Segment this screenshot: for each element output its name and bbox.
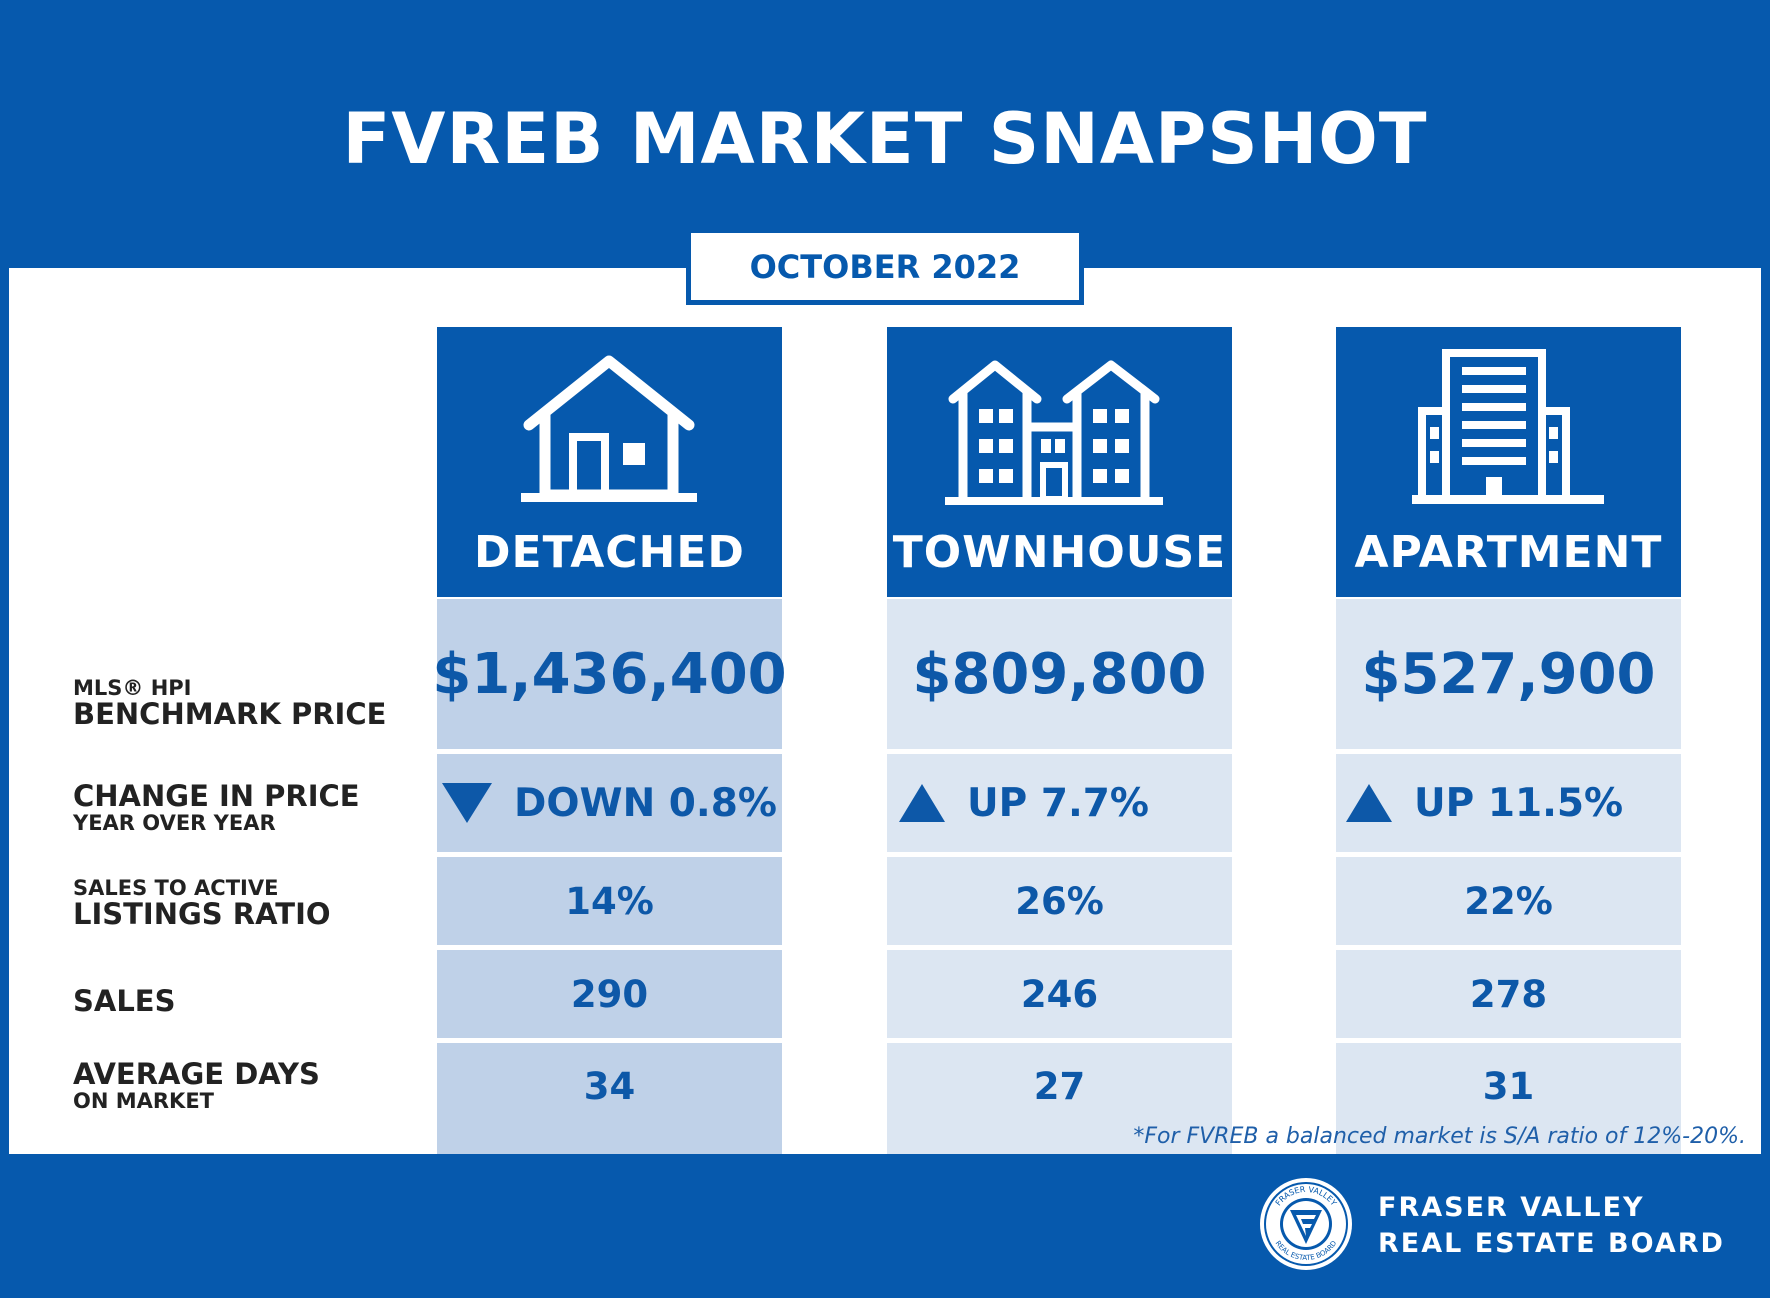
sales-ratio: 26% [887, 857, 1232, 945]
apartment-building-icon [1412, 349, 1604, 504]
column-townhouse: TOWNHOUSE $809,800 UP 7.7% 26% 246 27 [887, 327, 1232, 1154]
benchmark-price: $809,800 [887, 599, 1232, 749]
column-header: APARTMENT [1336, 327, 1681, 597]
label-benchmark-large: BENCHMARK PRICE [73, 697, 387, 731]
footnote: *For FVREB a balanced market is S/A rati… [1133, 1124, 1746, 1149]
fvreb-logo-icon: FRASER VALLEY REAL ESTATE BOARD [1260, 1178, 1352, 1270]
column-title: TOWNHOUSE [892, 527, 1227, 578]
average-days: 31 [1336, 1043, 1681, 1154]
label-sales: SALES [73, 986, 176, 1017]
label-change-large: CHANGE IN PRICE [73, 779, 360, 813]
label-days-small: ON MARKET [73, 1089, 215, 1113]
footer-line-1: FRASER VALLEY [1378, 1192, 1645, 1223]
label-change-small: YEAR OVER YEAR [73, 811, 276, 835]
sales-ratio: 22% [1336, 857, 1681, 945]
column-title: APARTMENT [1354, 527, 1663, 578]
benchmark-price: $527,900 [1336, 599, 1681, 749]
label-sales-text: SALES [73, 984, 176, 1018]
price-change-text: DOWN 0.8% [514, 780, 777, 826]
label-sales-ratio: SALES TO ACTIVE LISTINGS RATIO [73, 877, 331, 930]
sales-count: 246 [887, 950, 1232, 1038]
column-title: DETACHED [474, 527, 745, 578]
arrow-down-icon [442, 783, 493, 823]
arrow-up-icon [899, 784, 945, 822]
price-change: UP 7.7% [887, 754, 1232, 852]
column-detached: DETACHED $1,436,400 DOWN 0.8% 14% 290 34 [432, 327, 787, 1154]
sales-ratio: 14% [437, 857, 782, 945]
footer-org-name: FRASER VALLEY REAL ESTATE BOARD [1378, 1190, 1725, 1262]
price-change: DOWN 0.8% [437, 754, 782, 852]
sales-count: 290 [437, 950, 782, 1038]
price-change-text: UP 11.5% [1414, 780, 1624, 826]
townhouse-icon [945, 360, 1163, 505]
price-change: UP 11.5% [1336, 754, 1681, 852]
column-apartment: APARTMENT $527,900 UP 11.5% 22% 278 31 [1336, 327, 1681, 1154]
date-badge: OCTOBER 2022 [686, 228, 1084, 305]
average-days: 34 [437, 1043, 782, 1154]
benchmark-price: $1,436,400 [432, 599, 787, 749]
column-header: DETACHED [437, 327, 782, 597]
average-days: 27 [887, 1043, 1232, 1154]
label-ratio-small: SALES TO ACTIVE [73, 876, 279, 900]
sales-count: 278 [1336, 950, 1681, 1038]
label-days-large: AVERAGE DAYS [73, 1057, 320, 1091]
label-benchmark-price: MLS® HPI BENCHMARK PRICE [73, 677, 386, 730]
price-change-text: UP 7.7% [967, 780, 1149, 826]
arrow-up-icon [1346, 784, 1392, 822]
house-icon [521, 355, 697, 502]
label-ratio-large: LISTINGS RATIO [73, 897, 331, 931]
footer-line-2: REAL ESTATE BOARD [1378, 1228, 1725, 1259]
label-change-in-price: CHANGE IN PRICE YEAR OVER YEAR [73, 779, 360, 835]
label-average-days: AVERAGE DAYS ON MARKET [73, 1057, 320, 1113]
column-header: TOWNHOUSE [887, 327, 1232, 597]
page-title: FVREB MARKET SNAPSHOT [342, 98, 1428, 180]
label-benchmark-small: MLS® HPI [73, 676, 192, 700]
